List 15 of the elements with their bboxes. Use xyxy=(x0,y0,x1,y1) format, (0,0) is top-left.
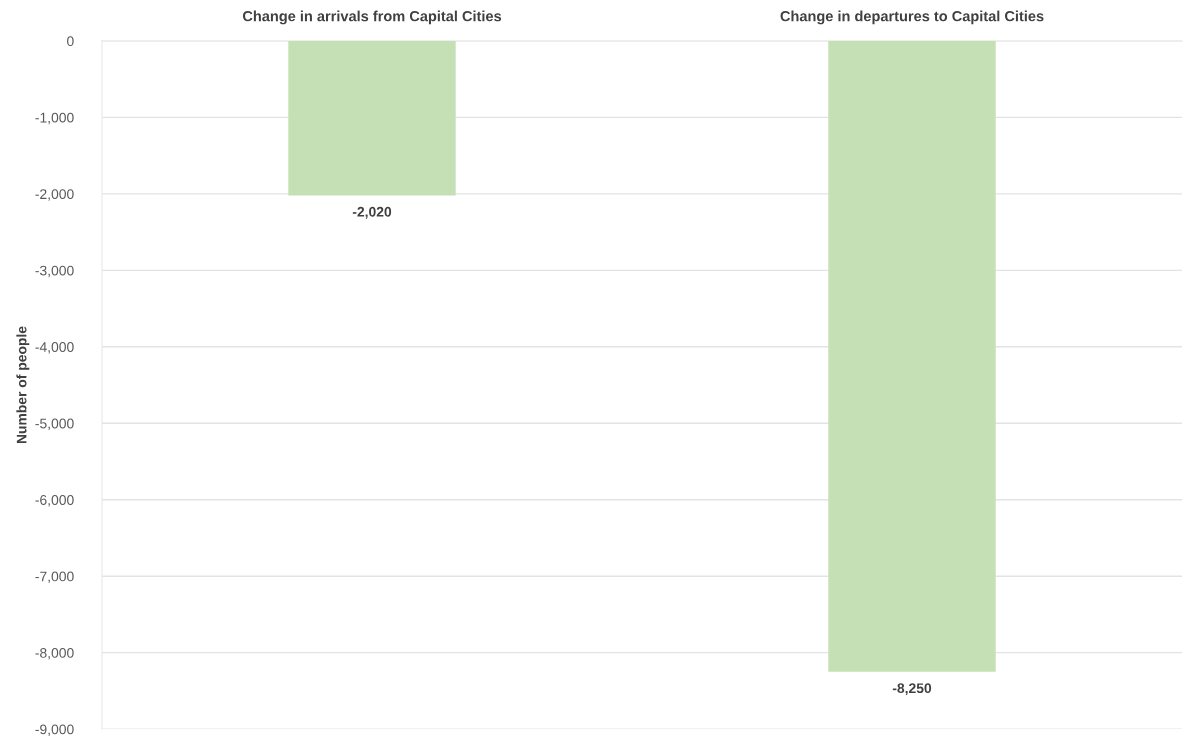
y-tick-label: 0 xyxy=(67,36,74,47)
data-label: -8,250 xyxy=(892,683,932,696)
x-tick-label: Change in departures to Capital Cities xyxy=(780,10,1044,25)
y-axis-title: Number of people xyxy=(16,326,30,444)
y-tick-label: -2,000 xyxy=(35,189,74,201)
y-tick-label: -3,000 xyxy=(35,265,74,278)
y-tick-label: -5,000 xyxy=(35,418,74,431)
y-tick-label: -7,000 xyxy=(35,571,74,583)
x-tick-label: Change in arrivals from Capital Cities xyxy=(242,10,502,25)
y-tick-label: -1,000 xyxy=(35,112,74,125)
y-tick-label: -6,000 xyxy=(35,495,74,507)
y-tick-label: -4,000 xyxy=(35,342,74,354)
y-tick-label: -9,000 xyxy=(35,724,74,736)
y-tick-label: -8,000 xyxy=(35,647,74,660)
data-label: -2,020 xyxy=(352,206,392,219)
